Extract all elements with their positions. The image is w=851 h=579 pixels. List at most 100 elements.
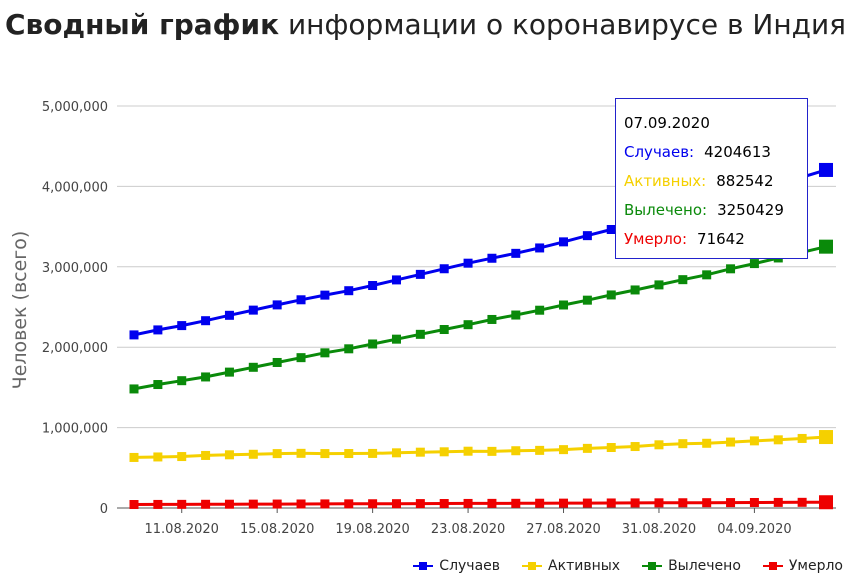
- data-point[interactable]: [511, 310, 521, 320]
- data-point[interactable]: [415, 499, 425, 509]
- data-point[interactable]: [224, 450, 234, 460]
- data-point[interactable]: [296, 295, 306, 305]
- data-point[interactable]: [511, 446, 521, 456]
- data-point[interactable]: [153, 380, 163, 390]
- data-point[interactable]: [559, 237, 569, 247]
- data-point[interactable]: [654, 280, 664, 290]
- data-point[interactable]: [463, 498, 473, 508]
- data-point[interactable]: [582, 498, 592, 508]
- data-point[interactable]: [368, 448, 378, 458]
- data-point[interactable]: [702, 498, 712, 508]
- data-point[interactable]: [463, 320, 473, 330]
- data-point[interactable]: [368, 281, 378, 291]
- data-point[interactable]: [248, 362, 258, 372]
- data-point[interactable]: [819, 430, 833, 445]
- data-point[interactable]: [391, 275, 401, 285]
- data-point[interactable]: [487, 314, 497, 324]
- data-point[interactable]: [819, 495, 833, 510]
- data-point[interactable]: [129, 500, 139, 510]
- data-point[interactable]: [702, 270, 712, 280]
- data-point[interactable]: [272, 449, 282, 459]
- data-point[interactable]: [368, 499, 378, 509]
- data-point[interactable]: [153, 499, 163, 509]
- data-point[interactable]: [344, 286, 354, 296]
- data-point[interactable]: [296, 448, 306, 458]
- data-point[interactable]: [487, 253, 497, 263]
- data-point[interactable]: [463, 258, 473, 268]
- data-point[interactable]: [344, 449, 354, 459]
- data-point[interactable]: [797, 433, 807, 443]
- data-point[interactable]: [224, 499, 234, 509]
- data-point[interactable]: [678, 439, 688, 449]
- data-point[interactable]: [320, 449, 330, 459]
- data-point[interactable]: [153, 325, 163, 335]
- data-point[interactable]: [797, 497, 807, 507]
- data-point[interactable]: [726, 498, 736, 508]
- data-point[interactable]: [177, 321, 187, 331]
- data-point[interactable]: [606, 498, 616, 508]
- data-point[interactable]: [201, 316, 211, 326]
- data-point[interactable]: [511, 248, 521, 258]
- data-point[interactable]: [535, 445, 545, 455]
- data-point[interactable]: [678, 275, 688, 285]
- data-point[interactable]: [606, 290, 616, 300]
- data-point[interactable]: [559, 445, 569, 455]
- data-point[interactable]: [511, 498, 521, 508]
- data-point[interactable]: [201, 450, 211, 460]
- data-point[interactable]: [415, 447, 425, 457]
- data-point[interactable]: [391, 499, 401, 509]
- data-point[interactable]: [559, 300, 569, 310]
- data-point[interactable]: [582, 295, 592, 305]
- data-point[interactable]: [248, 449, 258, 459]
- data-point[interactable]: [391, 448, 401, 458]
- data-point[interactable]: [487, 446, 497, 456]
- data-point[interactable]: [224, 367, 234, 377]
- data-point[interactable]: [177, 499, 187, 509]
- legend-item-active[interactable]: Активных: [522, 558, 620, 574]
- data-point[interactable]: [296, 353, 306, 363]
- data-point[interactable]: [320, 348, 330, 358]
- data-point[interactable]: [177, 452, 187, 462]
- data-point[interactable]: [630, 285, 640, 295]
- data-point[interactable]: [606, 224, 616, 234]
- data-point[interactable]: [819, 239, 833, 254]
- data-point[interactable]: [439, 264, 449, 274]
- data-point[interactable]: [654, 498, 664, 508]
- data-point[interactable]: [320, 499, 330, 509]
- data-point[interactable]: [749, 259, 759, 269]
- data-point[interactable]: [678, 498, 688, 508]
- data-point[interactable]: [129, 452, 139, 462]
- data-point[interactable]: [630, 498, 640, 508]
- data-point[interactable]: [320, 290, 330, 300]
- data-point[interactable]: [248, 305, 258, 315]
- data-point[interactable]: [129, 330, 139, 340]
- data-point[interactable]: [749, 497, 759, 507]
- data-point[interactable]: [272, 357, 282, 367]
- data-point[interactable]: [129, 384, 139, 394]
- data-point[interactable]: [819, 162, 833, 177]
- data-point[interactable]: [773, 435, 783, 445]
- data-point[interactable]: [463, 446, 473, 456]
- data-point[interactable]: [559, 498, 569, 508]
- data-point[interactable]: [201, 372, 211, 382]
- data-point[interactable]: [201, 499, 211, 509]
- data-point[interactable]: [726, 264, 736, 274]
- data-point[interactable]: [439, 499, 449, 509]
- data-point[interactable]: [439, 447, 449, 457]
- data-point[interactable]: [535, 243, 545, 253]
- data-point[interactable]: [630, 442, 640, 452]
- data-point[interactable]: [296, 499, 306, 509]
- data-point[interactable]: [248, 499, 258, 509]
- legend-item-cases[interactable]: Случаев: [413, 558, 500, 574]
- data-point[interactable]: [582, 443, 592, 453]
- legend-item-recovered[interactable]: Вылечено: [642, 558, 741, 574]
- data-point[interactable]: [654, 440, 664, 450]
- data-point[interactable]: [702, 438, 712, 448]
- data-point[interactable]: [344, 344, 354, 354]
- data-point[interactable]: [177, 376, 187, 386]
- data-point[interactable]: [535, 305, 545, 315]
- data-point[interactable]: [773, 497, 783, 507]
- data-point[interactable]: [487, 498, 497, 508]
- data-point[interactable]: [415, 329, 425, 339]
- legend-item-deaths[interactable]: Умерло: [762, 558, 843, 574]
